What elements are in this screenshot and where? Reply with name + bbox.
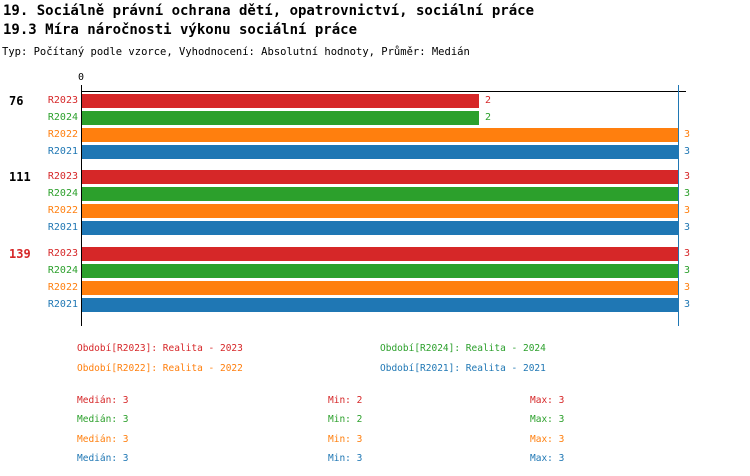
- bar-139-R2021: [82, 298, 678, 312]
- stat-min-R2022: Min: 3: [328, 434, 363, 445]
- value-label-111-R2023: 3: [684, 171, 691, 182]
- bar-139-R2024: [82, 264, 678, 278]
- value-label-76-R2023: 2: [485, 95, 492, 106]
- legend-item-R2023: Období[R2023]: Realita - 2023: [77, 343, 243, 354]
- legend-item-R2024: Období[R2024]: Realita - 2024: [380, 343, 546, 354]
- value-label-76-R2024: 2: [485, 112, 492, 123]
- value-label-76-R2022: 3: [684, 129, 691, 140]
- series-label-R2024: R2024: [47, 188, 78, 199]
- chart-meta-line: Typ: Počítaný podle vzorce, Vyhodnocení:…: [2, 46, 470, 58]
- series-label-R2022: R2022: [47, 129, 78, 140]
- x-axis-line: [81, 91, 686, 92]
- stat-max-R2021: Max: 3: [530, 453, 565, 464]
- stat-max-R2023: Max: 3: [530, 395, 565, 406]
- stat-max-R2022: Max: 3: [530, 434, 565, 445]
- bar-76-R2023: [82, 94, 479, 108]
- series-label-R2021: R2021: [47, 146, 78, 157]
- stat-median-R2024: Medián: 3: [77, 414, 129, 425]
- bar-111-R2022: [82, 204, 678, 218]
- series-label-R2023: R2023: [47, 171, 78, 182]
- value-label-139-R2023: 3: [684, 248, 691, 259]
- series-label-R2021: R2021: [47, 299, 78, 310]
- value-label-111-R2022: 3: [684, 205, 691, 216]
- value-label-76-R2021: 3: [684, 146, 691, 157]
- series-label-R2022: R2022: [47, 205, 78, 216]
- bar-76-R2022: [82, 128, 678, 142]
- page-subtitle: 19.3 Míra náročnosti výkonu sociální prá…: [3, 22, 358, 38]
- series-label-R2023: R2023: [47, 248, 78, 259]
- bar-111-R2023: [82, 170, 678, 184]
- group-label-111: 111: [9, 170, 31, 184]
- stat-median-R2023: Medián: 3: [77, 395, 129, 406]
- stat-min-R2023: Min: 2: [328, 395, 363, 406]
- series-label-R2023: R2023: [47, 95, 78, 106]
- group-label-139: 139: [9, 247, 31, 261]
- stat-max-R2024: Max: 3: [530, 414, 565, 425]
- bar-76-R2021: [82, 145, 678, 159]
- series-label-R2024: R2024: [47, 112, 78, 123]
- median-reference-line: [678, 85, 679, 326]
- bar-111-R2021: [82, 221, 678, 235]
- value-label-111-R2021: 3: [684, 222, 691, 233]
- legend-item-R2022: Období[R2022]: Realita - 2022: [77, 363, 243, 374]
- y-axis-line: [81, 85, 82, 326]
- value-label-139-R2021: 3: [684, 299, 691, 310]
- bar-139-R2022: [82, 281, 678, 295]
- group-label-76: 76: [9, 94, 24, 108]
- x-axis-zero-tick-label: 0: [77, 72, 85, 83]
- legend-item-R2021: Období[R2021]: Realita - 2021: [380, 363, 546, 374]
- value-label-139-R2024: 3: [684, 265, 691, 276]
- page-title: 19. Sociálně právní ochrana dětí, opatro…: [3, 3, 535, 19]
- stat-median-R2021: Medián: 3: [77, 453, 129, 464]
- value-label-139-R2022: 3: [684, 282, 691, 293]
- series-label-R2024: R2024: [47, 265, 78, 276]
- bar-76-R2024: [82, 111, 479, 125]
- value-label-111-R2024: 3: [684, 188, 691, 199]
- bar-139-R2023: [82, 247, 678, 261]
- bar-111-R2024: [82, 187, 678, 201]
- stat-min-R2021: Min: 3: [328, 453, 363, 464]
- series-label-R2022: R2022: [47, 282, 78, 293]
- stat-median-R2022: Medián: 3: [77, 434, 129, 445]
- stat-min-R2024: Min: 2: [328, 414, 363, 425]
- series-label-R2021: R2021: [47, 222, 78, 233]
